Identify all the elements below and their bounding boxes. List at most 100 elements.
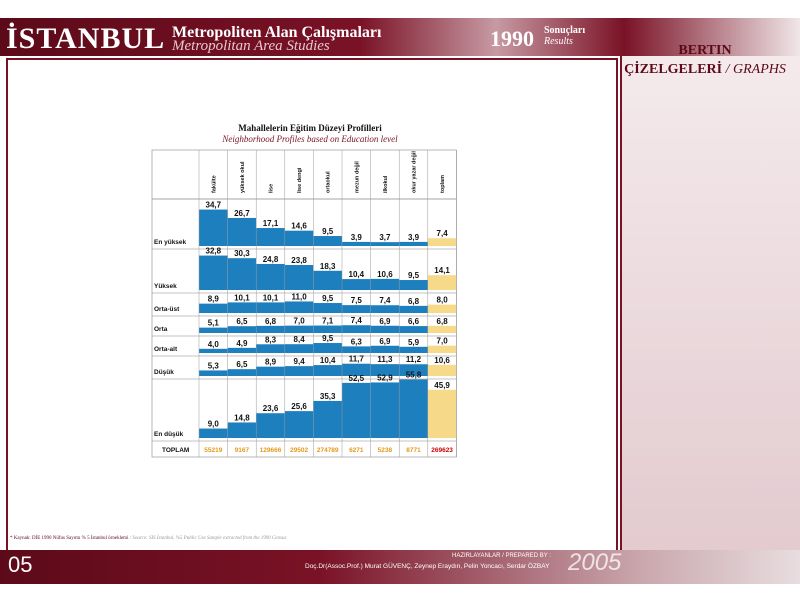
bar — [256, 263, 285, 290]
data-label: 30,3 — [234, 249, 250, 258]
subtitle-tr: Metropoliten Alan Çalışmaları — [172, 24, 382, 41]
bar — [399, 305, 428, 313]
row-label: Yüksek — [154, 283, 177, 290]
data-label: 24,8 — [263, 255, 279, 264]
data-label: 14,6 — [291, 222, 307, 231]
total-value: 269623 — [431, 447, 453, 454]
source-note: * Kaynak: DİE 1990 Nüfus Sayımı % 5 İsta… — [10, 536, 286, 541]
chart-title: Mahallelerin Eğitim Düzeyi Profilleri — [238, 123, 382, 133]
bar — [313, 343, 342, 353]
app-title: İSTANBUL — [6, 22, 166, 55]
data-label: 6,6 — [408, 317, 420, 326]
bar — [256, 366, 285, 376]
column-header: ortaokul — [326, 171, 332, 193]
bar — [313, 325, 342, 333]
data-label: 8,3 — [265, 335, 277, 344]
bar — [342, 305, 371, 313]
data-label: 45,9 — [434, 381, 450, 390]
bar — [370, 364, 400, 376]
bar — [227, 302, 257, 313]
data-label: 5,9 — [408, 338, 420, 347]
data-label: 26,7 — [234, 209, 250, 218]
data-label: 14,8 — [234, 413, 250, 422]
total-value: 5238 — [378, 447, 393, 454]
data-label: 6,5 — [236, 360, 248, 369]
bar — [427, 325, 457, 333]
data-label: 55,8 — [406, 370, 422, 379]
bar — [256, 344, 285, 353]
data-label: 32,8 — [206, 247, 222, 256]
total-value: 29502 — [290, 447, 308, 454]
bar — [342, 382, 371, 438]
data-label: 7,4 — [379, 296, 391, 305]
bar — [313, 365, 342, 376]
bar — [199, 209, 228, 246]
bar — [284, 301, 314, 313]
page-number: 05 — [8, 552, 33, 577]
data-label: 10,4 — [349, 270, 365, 279]
bar — [256, 228, 285, 246]
bar — [227, 217, 257, 246]
bar — [370, 305, 400, 313]
source-tr: * Kaynak: DİE 1990 Nüfus Sayımı % 5 İsta… — [10, 536, 129, 541]
data-label: 6,8 — [408, 297, 420, 306]
totals-label: TOPLAM — [162, 447, 189, 454]
data-label: 5,3 — [208, 361, 220, 370]
bar — [227, 258, 257, 290]
data-label: 6,5 — [236, 317, 248, 326]
data-label: 6,8 — [265, 317, 277, 326]
bar — [427, 389, 457, 438]
data-label: 6,9 — [379, 317, 391, 326]
bar — [199, 348, 228, 353]
bar — [370, 242, 400, 246]
data-label: 10,1 — [234, 293, 250, 302]
data-label: 7,4 — [351, 316, 363, 325]
data-label: 9,5 — [322, 227, 334, 236]
total-value: 8771 — [406, 447, 421, 454]
bar — [370, 382, 400, 438]
footer-year: 2005 — [568, 549, 622, 576]
row-label: En düşük — [154, 431, 184, 438]
bar — [227, 326, 257, 333]
column-header: lise dengi — [297, 167, 303, 193]
column-header: fakülte — [211, 175, 217, 193]
column-header: ilkokul — [383, 175, 389, 193]
side-panel-title-tr: ÇİZELGELERİ — [624, 62, 723, 77]
bar — [427, 304, 457, 313]
data-label: 7,0 — [437, 337, 449, 346]
data-label: 25,6 — [291, 402, 307, 411]
prepared-by-names: Doç.Dr(Assoc.Prof.) Murat GÜVENÇ, Zeynep… — [305, 563, 550, 570]
data-label: 52,5 — [349, 374, 365, 383]
bar — [284, 366, 314, 376]
subtitle-en: Metropolitan Area Studies — [172, 38, 330, 54]
bar — [370, 325, 400, 333]
header-bar — [0, 18, 800, 56]
column-header: lise — [269, 184, 275, 193]
data-label: 8,9 — [265, 358, 277, 367]
data-label: 7,0 — [294, 317, 306, 326]
bar — [399, 364, 428, 376]
side-panel-title: BERTIN — [678, 43, 732, 58]
bar — [342, 346, 371, 353]
bar — [256, 413, 285, 438]
data-label: 10,1 — [263, 293, 279, 302]
results-tr: Sonuçları — [544, 25, 586, 36]
bar — [399, 241, 428, 246]
data-label: 5,1 — [208, 319, 220, 328]
total-value: 129666 — [260, 447, 282, 454]
row-label: Düşük — [154, 369, 174, 376]
footer-bar — [0, 550, 800, 584]
data-label: 8,4 — [294, 335, 306, 344]
column-header: mezun değil — [354, 161, 360, 193]
data-label: 6,3 — [351, 337, 363, 346]
bar — [313, 270, 342, 290]
data-label: 6,9 — [379, 337, 391, 346]
data-label: 11,7 — [349, 355, 365, 364]
data-label: 9,5 — [322, 334, 334, 343]
row-label: Orta-üst — [154, 306, 180, 313]
data-label: 9,0 — [208, 420, 220, 429]
source-sep: / — [128, 536, 133, 541]
bar — [284, 411, 314, 438]
prepared-by-label: HAZIRLAYANLAR / PREPARED BY : — [452, 553, 551, 559]
data-label: 23,8 — [291, 256, 307, 265]
